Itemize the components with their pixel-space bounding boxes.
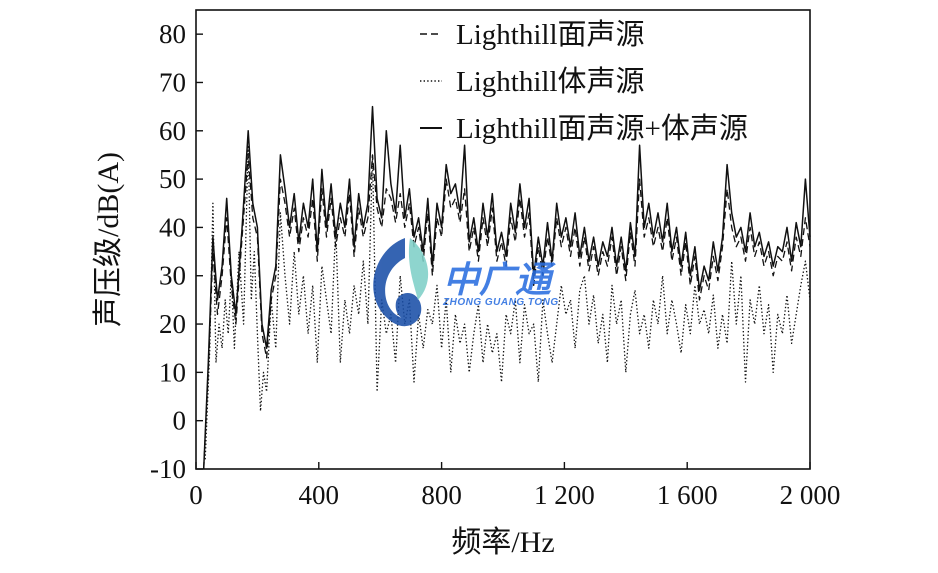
- y-axis-title: 声压级/dB(A): [92, 152, 125, 327]
- plot-border: [195, 9, 811, 470]
- watermark-title: 中广通: [443, 259, 556, 300]
- y-tick-label: 0: [173, 406, 187, 436]
- series-line-1: [203, 154, 811, 470]
- y-tick-label: 30: [159, 261, 186, 291]
- x-axis-title: 频率/Hz: [451, 526, 554, 559]
- y-axis-ticks: -10 0 10 20 30 40 50 60 70 80: [150, 19, 203, 484]
- legend-label: Lighthill体声源: [456, 65, 645, 98]
- watermark-drop-icon: [408, 238, 429, 300]
- y-tick-label: 10: [159, 357, 186, 387]
- y-tick-label: 70: [159, 67, 186, 97]
- series-layer: [202, 105, 811, 470]
- x-tick-label: 2 000: [780, 480, 841, 510]
- x-tick-label: 800: [421, 480, 462, 510]
- watermark-swirl-icon: [373, 238, 422, 327]
- y-tick-label: 40: [159, 212, 186, 242]
- y-tick-label: -10: [150, 454, 186, 484]
- y-tick-label: 80: [159, 19, 186, 49]
- watermark-subtitle: ZHONG GUANG TONG: [442, 297, 559, 308]
- series-line-3: [202, 105, 811, 470]
- x-axis-ticks: 0 400 800 1 200 1 600 2 000: [189, 462, 840, 510]
- x-tick-label: 0: [189, 480, 203, 510]
- plot-frame: [195, 9, 811, 470]
- x-tick-label: 400: [299, 480, 340, 510]
- y-tick-label: 50: [159, 164, 186, 194]
- x-tick-label: 1 600: [657, 480, 718, 510]
- watermark-logo: 中广通 ZHONG GUANG TONG: [373, 238, 559, 327]
- legend-label: Lighthill面声源+体声源: [456, 112, 748, 145]
- x-tick-label: 1 200: [534, 480, 595, 510]
- series-line-2: [204, 144, 811, 460]
- y-tick-label: 20: [159, 309, 186, 339]
- y-tick-label: 60: [159, 116, 186, 146]
- legend: Lighthill面声源 Lighthill体声源 Lighthill面声源+体声源: [420, 18, 748, 145]
- legend-label: Lighthill面声源: [456, 18, 645, 51]
